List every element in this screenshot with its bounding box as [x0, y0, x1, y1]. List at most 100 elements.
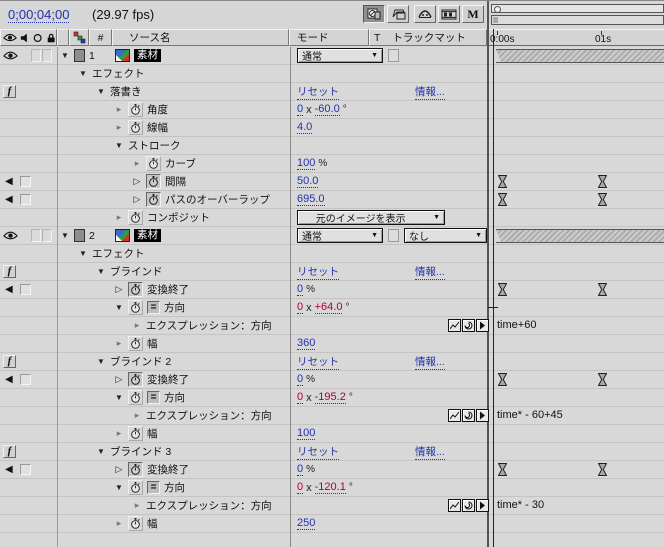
expression-graph-button[interactable] — [448, 499, 461, 512]
expression-driven-value[interactable]: 0 — [297, 301, 304, 314]
effect-enabled-badge[interactable]: f — [3, 445, 16, 458]
effect-enabled-badge[interactable]: f — [3, 355, 16, 368]
effect-enabled-badge[interactable]: f — [3, 265, 16, 278]
collapsed-triangle-icon[interactable] — [114, 338, 124, 349]
reset-link[interactable]: リセット — [297, 445, 339, 460]
solo-box[interactable] — [31, 229, 41, 242]
mode-dropdown[interactable]: 通常 ▼ — [297, 228, 383, 243]
keyframe-checkbox[interactable] — [20, 464, 31, 475]
effect-name[interactable]: ブラインド — [110, 266, 163, 278]
stopwatch-icon[interactable] — [128, 120, 143, 135]
stopwatch-icon[interactable] — [128, 426, 143, 441]
expression-graph-button[interactable] — [448, 319, 461, 332]
expression-pick-whip-button[interactable] — [462, 409, 475, 422]
expand-triangle-icon[interactable] — [114, 392, 124, 403]
expression-driven-value[interactable]: 0 — [297, 481, 304, 494]
effect-name[interactable]: 落書き — [110, 86, 142, 98]
keyframe-icon[interactable] — [498, 283, 507, 296]
stopwatch-icon[interactable] — [128, 336, 143, 351]
lock-box[interactable] — [42, 49, 52, 62]
expand-triangle-icon[interactable] — [114, 482, 124, 493]
composition-button[interactable] — [363, 5, 385, 23]
current-time-indicator[interactable] — [493, 29, 494, 547]
previous-keyframe-arrow[interactable] — [5, 176, 13, 187]
expand-triangle-icon[interactable] — [114, 140, 124, 151]
stopwatch-icon-active[interactable] — [128, 372, 143, 387]
property-value[interactable]: 0 — [297, 463, 304, 476]
track-matte-checkbox[interactable] — [388, 229, 399, 242]
property-value[interactable]: 0 — [297, 283, 304, 296]
stopwatch-icon[interactable] — [128, 480, 143, 495]
expression-arrow-button[interactable] — [476, 499, 489, 512]
property-value[interactable]: 0 — [297, 103, 304, 116]
expander-triangle-icon[interactable] — [114, 374, 124, 385]
solo-box[interactable] — [31, 49, 41, 62]
expander-triangle-icon[interactable] — [132, 194, 142, 205]
previous-keyframe-arrow[interactable] — [5, 194, 13, 205]
collapsed-triangle-icon[interactable] — [114, 104, 124, 115]
keyframe-checkbox[interactable] — [20, 374, 31, 385]
stopwatch-icon-active[interactable] — [146, 192, 161, 207]
lock-box[interactable] — [42, 229, 52, 242]
stopwatch-icon[interactable] — [128, 390, 143, 405]
keyframe-icon[interactable] — [598, 193, 607, 206]
expression-text[interactable]: time* - 60+45 — [497, 409, 563, 421]
eye-icon[interactable] — [3, 230, 18, 241]
property-value[interactable]: -60.0 — [314, 103, 340, 116]
expression-driven-value[interactable]: -120.1 — [314, 481, 346, 494]
property-value[interactable]: 100 — [297, 157, 316, 170]
layer-duration-bar[interactable] — [496, 49, 664, 63]
flowchart-button[interactable] — [387, 5, 409, 23]
keyframe-icon[interactable] — [598, 463, 607, 476]
collapsed-triangle-icon[interactable] — [114, 212, 124, 223]
property-value[interactable]: 4.0 — [297, 121, 313, 134]
keyframe-icon[interactable] — [598, 175, 607, 188]
current-timecode[interactable]: 0;00;04;00 — [8, 7, 70, 23]
composite-dropdown[interactable]: 元のイメージを表示 ▼ — [297, 210, 445, 225]
stopwatch-icon-active[interactable] — [146, 174, 161, 189]
layer-name[interactable]: 素材 — [134, 49, 161, 62]
effect-name[interactable]: ブラインド 3 — [110, 446, 172, 458]
previous-keyframe-arrow[interactable] — [5, 284, 13, 295]
expression-arrow-button[interactable] — [476, 319, 489, 332]
motion-blur-button[interactable]: M — [462, 5, 484, 23]
layer-color-swatch[interactable] — [74, 229, 85, 242]
track-matte-checkbox[interactable] — [388, 49, 399, 62]
collapsed-triangle-icon[interactable] — [114, 122, 124, 133]
collapsed-triangle-icon[interactable] — [114, 428, 124, 439]
track-matte-dropdown[interactable]: なし ▼ — [404, 228, 487, 243]
expand-triangle-icon[interactable] — [114, 302, 124, 313]
expression-graph-button[interactable] — [448, 409, 461, 422]
keyframe-icon[interactable] — [598, 283, 607, 296]
mode-column-header[interactable]: モード — [289, 29, 369, 46]
keyframe-checkbox[interactable] — [20, 284, 31, 295]
info-link[interactable]: 情報... — [415, 445, 445, 460]
keyframe-icon[interactable] — [498, 373, 507, 386]
keyframe-icon[interactable] — [498, 463, 507, 476]
layer-color-swatch[interactable] — [74, 49, 85, 62]
keyframe-icon[interactable] — [598, 373, 607, 386]
expression-driven-value[interactable]: +64.0 — [314, 301, 343, 314]
info-link[interactable]: 情報... — [415, 355, 445, 370]
property-value[interactable]: 360 — [297, 337, 316, 350]
expression-enabled-icon[interactable]: = — [147, 301, 160, 314]
property-value[interactable]: 695.0 — [297, 193, 325, 206]
expand-triangle-icon[interactable] — [78, 248, 88, 259]
hide-shy-layers-button[interactable] — [414, 5, 436, 23]
reset-link[interactable]: リセット — [297, 355, 339, 370]
stopwatch-icon[interactable] — [128, 210, 143, 225]
expand-triangle-icon[interactable] — [60, 50, 70, 61]
stopwatch-icon-active[interactable] — [128, 462, 143, 477]
previous-keyframe-arrow[interactable] — [5, 464, 13, 475]
expand-triangle-icon[interactable] — [96, 266, 106, 277]
frame-blending-button[interactable] — [438, 5, 460, 23]
mode-dropdown[interactable]: 通常 ▼ — [297, 48, 383, 63]
info-link[interactable]: 情報... — [415, 265, 445, 280]
stopwatch-icon[interactable] — [128, 516, 143, 531]
time-ruler[interactable]: 0:00s 01s — [488, 29, 664, 46]
time-navigator-bar[interactable] — [491, 4, 664, 13]
expression-arrow-button[interactable] — [476, 409, 489, 422]
expression-text[interactable]: time+60 — [497, 319, 537, 331]
expression-driven-value[interactable]: -195.2 — [314, 391, 346, 404]
expression-pick-whip-button[interactable] — [462, 319, 475, 332]
